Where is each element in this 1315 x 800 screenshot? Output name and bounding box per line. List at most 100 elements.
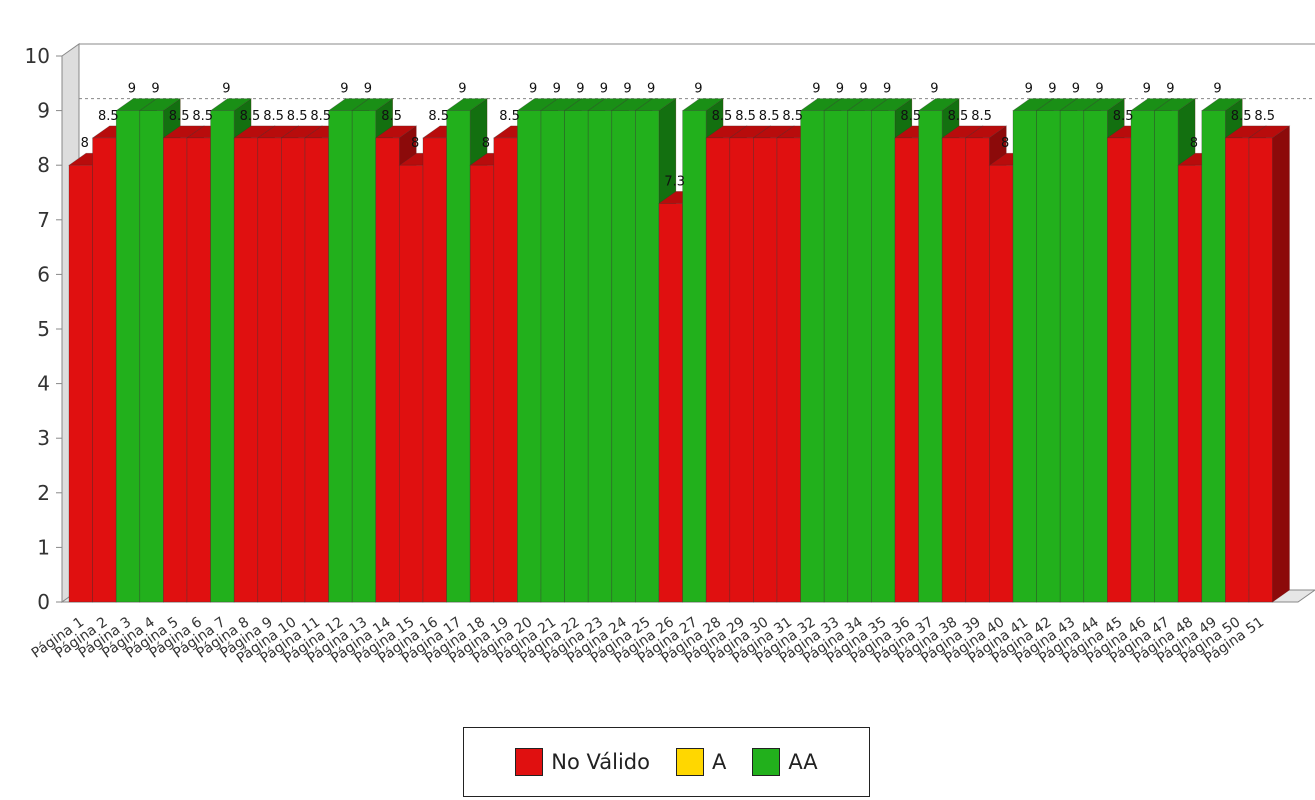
bar-front: [564, 110, 589, 603]
data-label: 9: [600, 82, 608, 97]
bar-front: [776, 137, 801, 603]
bar-front: [139, 110, 164, 603]
bar-front: [493, 137, 518, 603]
bar-front: [328, 110, 353, 603]
y-tick-label: 9: [37, 99, 50, 123]
bar-front: [847, 110, 872, 603]
bar-front: [587, 110, 613, 603]
bar-front: [1107, 137, 1132, 603]
bar-front: [399, 164, 424, 603]
data-label: 9: [812, 82, 820, 97]
data-label: 8.5: [1254, 109, 1275, 124]
data-label: 9: [623, 82, 631, 97]
data-label: 8.5: [287, 109, 308, 124]
legend: No Válido A AA: [463, 727, 870, 797]
data-label: 8.5: [98, 109, 119, 124]
y-tick-label: 7: [37, 208, 50, 232]
legend-swatch-aa: [752, 748, 781, 776]
data-label: 9: [1213, 82, 1221, 97]
data-label: 8.5: [428, 109, 449, 124]
data-label: 8.5: [971, 109, 992, 124]
data-label: 8.5: [169, 109, 190, 124]
data-label: 8.5: [712, 109, 733, 124]
legend-label-no-valido: No Válido: [551, 750, 650, 774]
y-tick-label: 4: [37, 372, 50, 396]
legend-swatch-no-valido: [515, 748, 544, 776]
bar-front: [658, 203, 683, 603]
data-label: 8.5: [240, 109, 261, 124]
data-label: 8: [482, 136, 490, 151]
data-label: 9: [151, 82, 159, 97]
data-label: 8: [81, 136, 89, 151]
data-label: 8.5: [1113, 109, 1134, 124]
y-tick-label: 5: [37, 317, 50, 341]
bar-front: [705, 137, 731, 603]
legend-item-no-valido[interactable]: No Válido: [515, 748, 650, 776]
data-label: 8: [1190, 136, 1198, 151]
data-label: 9: [529, 82, 537, 97]
y-tick-label: 6: [37, 262, 50, 286]
data-label: 9: [222, 82, 230, 97]
data-labels: 88.59 98.5 8.598.5 8.5 8.5 8.59 98.588.5988.59…: [81, 82, 1275, 190]
bar-front: [304, 137, 329, 603]
y-tick-label: 3: [37, 426, 50, 450]
bar: [1248, 125, 1291, 603]
data-label: 9: [694, 82, 702, 97]
data-label: 9: [128, 82, 136, 97]
bar-front: [1154, 110, 1179, 603]
bar-front: [918, 110, 943, 603]
data-label: 8.5: [759, 109, 780, 124]
data-label: 9: [883, 82, 891, 97]
bar-front: [446, 110, 471, 603]
bar-front: [941, 137, 967, 603]
data-label: 8.5: [900, 109, 921, 124]
bar-front: [871, 110, 896, 603]
bar-front: [800, 110, 825, 603]
y-tick-label: 2: [37, 481, 50, 505]
data-label: 8.5: [192, 109, 213, 124]
bar-front: [1036, 110, 1061, 603]
bar-front: [186, 137, 211, 603]
data-label: 8: [411, 136, 419, 151]
data-label: 9: [1095, 82, 1103, 97]
data-label: 8.5: [782, 109, 803, 124]
data-label: 9: [930, 82, 938, 97]
data-label: 7.3: [664, 174, 685, 189]
bar-front: [351, 110, 377, 603]
bar-front: [753, 137, 778, 603]
data-label: 9: [458, 82, 466, 97]
legend-label-aa: AA: [788, 750, 818, 774]
data-label: 8.5: [381, 109, 402, 124]
bar-front: [1083, 110, 1108, 603]
legend-item-aa[interactable]: AA: [752, 748, 818, 776]
bar-front: [281, 137, 306, 603]
data-label: 9: [553, 82, 561, 97]
bar-front: [1177, 164, 1202, 603]
bar-front: [1059, 110, 1084, 603]
data-label: 9: [576, 82, 584, 97]
bar-front: [1225, 137, 1250, 603]
bar-front: [1130, 110, 1155, 603]
bar-front: [965, 137, 990, 603]
legend-item-a[interactable]: A: [675, 748, 726, 776]
data-label: 8.5: [735, 109, 756, 124]
bar-front: [894, 137, 919, 603]
bar-front: [540, 110, 565, 603]
bar-front: [635, 110, 660, 603]
bar-front: [1248, 137, 1273, 603]
data-label: 8.5: [310, 109, 331, 124]
data-label: 9: [836, 82, 844, 97]
bar-front: [233, 137, 258, 603]
data-label: 9: [859, 82, 867, 97]
data-label: 9: [1025, 82, 1033, 97]
bar-front: [422, 137, 447, 603]
data-label: 8.5: [499, 109, 520, 124]
data-label: 8.5: [1231, 109, 1252, 124]
data-label: 9: [364, 82, 372, 97]
y-tick-label: 8: [37, 153, 50, 177]
data-label: 9: [1048, 82, 1056, 97]
bar-front: [469, 164, 495, 603]
bar-front: [68, 164, 93, 603]
